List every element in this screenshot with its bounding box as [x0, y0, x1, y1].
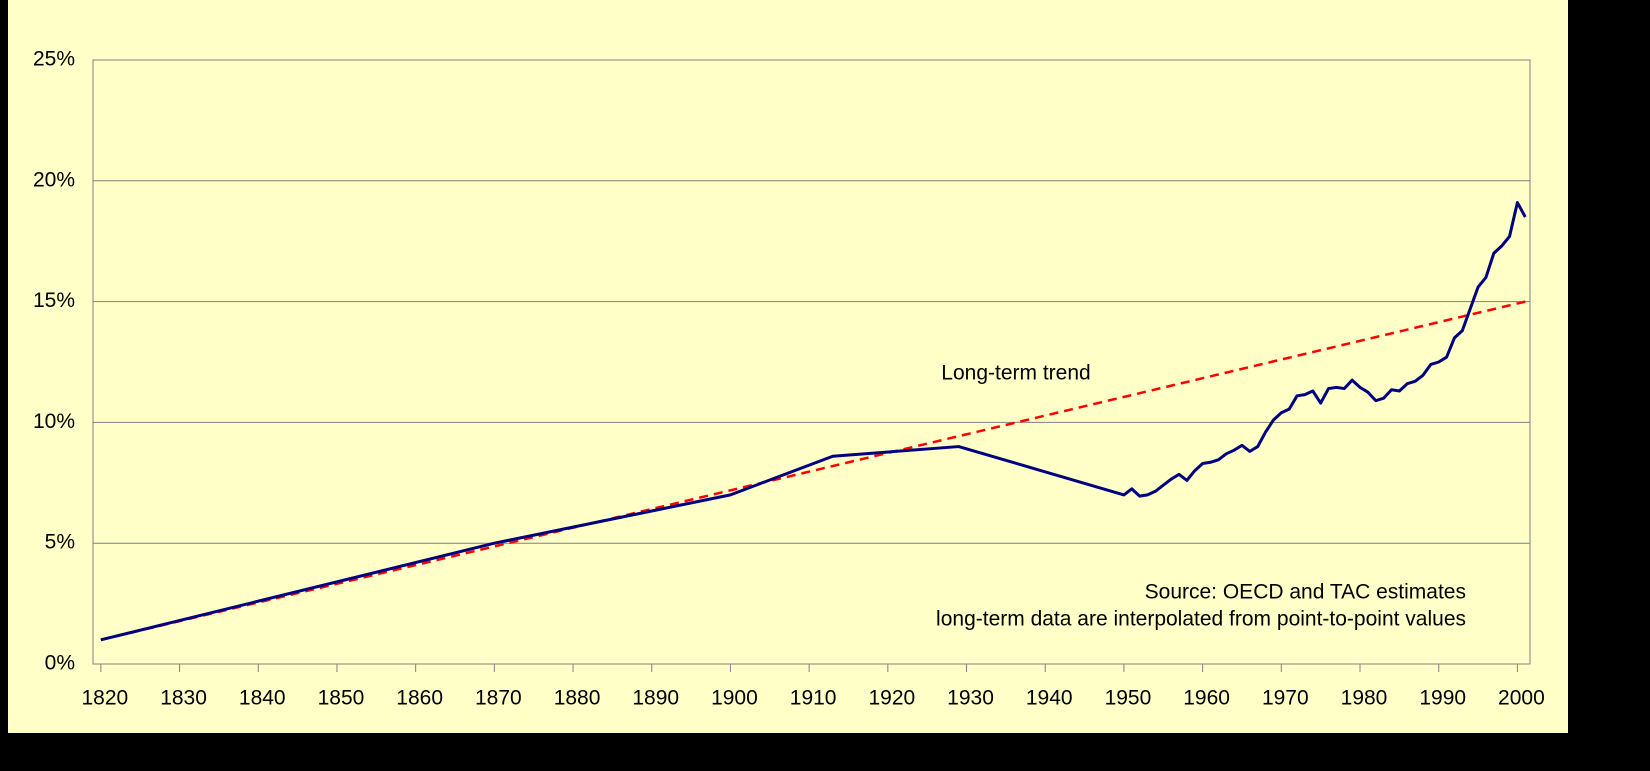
x-tick-label: 1850	[318, 687, 365, 710]
x-tick-label: 1910	[790, 687, 837, 710]
x-tick-label: 1930	[947, 687, 994, 710]
x-tick-label: 1870	[475, 687, 522, 710]
y-tick-label: 15%	[33, 289, 75, 312]
x-tick-label: 1820	[82, 687, 129, 710]
y-tick-label: 5%	[45, 531, 75, 554]
x-tick-label: 1990	[1419, 687, 1466, 710]
x-tick-label: 1920	[868, 687, 915, 710]
annotation: Source: OECD and TAC estimates	[1145, 581, 1466, 604]
x-tick-label: 1890	[632, 687, 679, 710]
x-tick-label: 1980	[1341, 687, 1388, 710]
x-tick-label: 1900	[711, 687, 758, 710]
x-tick-label: 2000	[1498, 687, 1545, 710]
x-tick-label: 1880	[554, 687, 601, 710]
x-tick-label: 1830	[160, 687, 207, 710]
trend-line	[100, 300, 1526, 642]
y-tick-label: 0%	[45, 652, 75, 675]
x-tick-label: 1970	[1262, 687, 1309, 710]
y-tick-label: 20%	[33, 168, 75, 191]
data-line	[100, 201, 1527, 642]
x-tick-label: 1940	[1026, 687, 1073, 710]
chart-background	[8, 0, 1568, 733]
x-tick-label: 1840	[239, 687, 286, 710]
annotation: Long-term trend	[941, 362, 1090, 385]
x-tick-label: 1950	[1105, 687, 1152, 710]
x-tick-label: 1960	[1183, 687, 1230, 710]
annotation: long-term data are interpolated from poi…	[936, 608, 1466, 631]
y-tick-label: 10%	[33, 410, 75, 433]
x-tick-label: 1860	[396, 687, 443, 710]
y-tick-label: 25%	[33, 48, 75, 71]
